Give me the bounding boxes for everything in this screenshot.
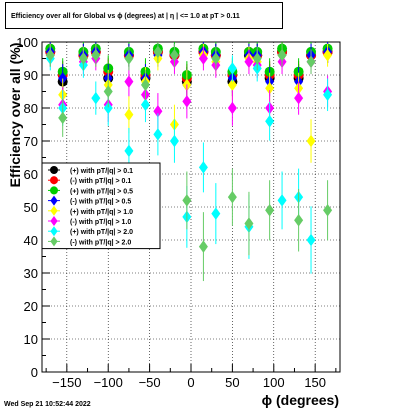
- legend-label: (-) with pT/|q| > 1.0: [70, 219, 131, 226]
- data-point: [294, 91, 304, 105]
- legend-marker: [50, 186, 58, 195]
- legend-marker: [50, 195, 58, 206]
- data-point: [252, 52, 262, 65]
- x-tick-label: 150: [304, 375, 326, 390]
- data-point: [227, 190, 237, 204]
- legend-label: (-) with pT/|q| > 2.0: [70, 239, 131, 246]
- x-tick-label: −50: [139, 375, 161, 390]
- data-point: [124, 75, 134, 88]
- y-tick-label: 90: [24, 68, 38, 83]
- x-tick-label: −100: [94, 375, 123, 390]
- y-tick-label: 10: [24, 332, 38, 347]
- legend-marker: [50, 205, 58, 216]
- data-point: [198, 161, 208, 174]
- y-tick-label: 100: [16, 35, 38, 50]
- legend-label: (-) with pT/|q| > 0.1: [70, 178, 131, 185]
- data-point: [306, 233, 316, 247]
- data-point: [45, 48, 55, 62]
- legend-label: (+) with pT/|q| > 2.0: [70, 229, 133, 236]
- legend-label: (+) with pT/|q| > 1.0: [70, 209, 133, 216]
- data-point: [182, 194, 192, 207]
- data-point: [198, 52, 208, 65]
- data-point: [227, 101, 237, 115]
- data-point: [306, 134, 316, 148]
- data-point: [153, 45, 163, 59]
- y-tick-label: 60: [24, 167, 38, 182]
- legend: (+) with pT/|q| > 0.1 (-) with pT/|q| > 0…: [41, 162, 161, 250]
- y-axis-label: Efficiency over all (%): [7, 43, 23, 188]
- data-point: [58, 111, 68, 125]
- x-tick-label: −150: [52, 375, 81, 390]
- x-tick-label: 100: [263, 375, 285, 390]
- series-8: [45, 42, 333, 282]
- data-point: [211, 52, 221, 65]
- data-point: [227, 62, 237, 75]
- legend-marker: [50, 226, 58, 237]
- data-point: [265, 81, 275, 95]
- data-point: [140, 78, 150, 92]
- data-point: [323, 88, 333, 102]
- data-points: [45, 42, 333, 282]
- data-point: [140, 98, 150, 111]
- legend-marker: [50, 166, 58, 174]
- y-tick-label: 70: [24, 134, 38, 149]
- data-point: [277, 48, 287, 62]
- data-point: [211, 207, 221, 220]
- data-point: [169, 134, 179, 148]
- data-point: [58, 72, 68, 85]
- legend-box: [41, 162, 161, 250]
- y-tick-label: 20: [24, 299, 38, 314]
- x-tick-label: 0: [187, 375, 194, 390]
- x-tick-label: 50: [225, 375, 239, 390]
- data-point: [244, 55, 254, 69]
- y-tick-label: 50: [24, 200, 38, 215]
- data-point: [103, 101, 113, 115]
- data-point: [91, 48, 101, 62]
- y-tick-label: 40: [24, 233, 38, 248]
- data-point: [124, 144, 134, 158]
- data-point: [265, 204, 275, 217]
- data-point: [306, 55, 316, 69]
- data-point: [169, 48, 179, 62]
- data-point: [244, 217, 254, 230]
- legend-marker: [50, 236, 58, 247]
- data-point: [227, 78, 237, 92]
- legend-marker: [50, 216, 58, 226]
- data-point: [265, 114, 275, 128]
- legend-label: (-) with pT/|q| > 0.5: [70, 199, 131, 206]
- y-tick-label: 30: [24, 266, 38, 281]
- data-point: [323, 48, 333, 62]
- series-7: [45, 46, 333, 274]
- data-point: [294, 213, 304, 227]
- data-point: [198, 240, 208, 253]
- legend-marker: [50, 176, 58, 185]
- data-point: [153, 128, 163, 141]
- data-point: [277, 194, 287, 207]
- timestamp: Wed Sep 21 10:52:44 2022: [4, 401, 91, 408]
- data-point: [182, 95, 192, 108]
- data-point: [91, 91, 101, 105]
- data-point: [103, 85, 113, 98]
- data-point: [124, 108, 134, 121]
- data-point: [323, 204, 333, 217]
- legend-label: (+) with pT/|q| > 0.5: [70, 188, 133, 195]
- legend-label: (+) with pT/|q| > 0.1: [70, 168, 133, 175]
- data-point: [153, 105, 163, 118]
- chart-title: Efficiency over all for Global vs ϕ (deg…: [5, 2, 283, 29]
- x-axis-label: ϕ (degrees): [262, 392, 339, 408]
- data-point: [78, 52, 88, 65]
- y-tick-label: 0: [31, 365, 38, 380]
- y-tick-label: 80: [24, 101, 38, 116]
- data-point: [124, 52, 134, 65]
